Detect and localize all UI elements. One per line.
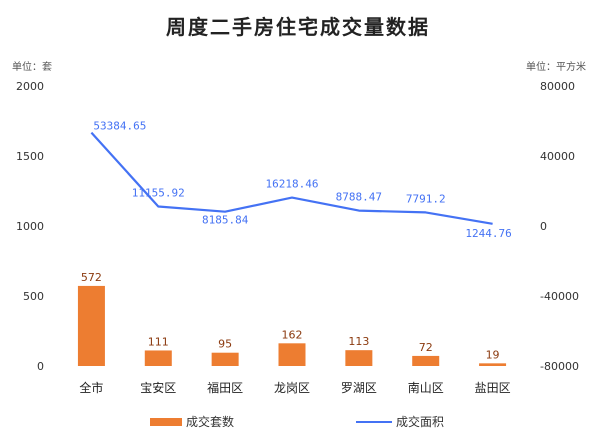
bar [278,343,306,366]
line-series [90,131,493,225]
right-tick-label: 0 [540,220,547,233]
bar-value-label: 95 [218,338,232,351]
right-tick-label: 80000 [540,80,575,93]
bar-value-label: 572 [81,271,102,284]
category-label: 罗湖区 [341,380,377,395]
bar-series [77,285,507,366]
bar-value-label: 19 [486,348,500,361]
bar [479,363,507,366]
line-value-label: 8185.84 [202,214,249,227]
line-path [90,131,493,225]
category-label: 盐田区 [475,381,511,395]
chart-title: 周度二手房住宅成交量数据 [166,15,430,39]
right-tick-label: -80000 [540,360,579,373]
bar-value-label: 113 [348,335,369,348]
line-value-label: 53384.65 [93,120,146,133]
bar [412,355,440,366]
left-tick-label: 500 [23,290,44,303]
category-label: 福田区 [207,380,243,395]
right-axis-ticks: -80000 -40000 0 40000 80000 [540,80,579,373]
category-label: 宝安区 [140,380,176,395]
left-tick-label: 1000 [16,220,44,233]
bar-value-label: 111 [148,335,169,348]
legend-line-label: 成交面积 [396,414,444,429]
line-value-label: 11155.92 [132,186,185,199]
bar [77,285,105,366]
legend: 成交套数 成交面积 [150,414,444,429]
right-tick-label: 40000 [540,150,575,163]
category-label: 龙岗区 [274,381,310,395]
bar [345,350,373,366]
left-tick-label: 2000 [16,80,44,93]
bar-value-label: 72 [419,341,433,354]
category-label: 南山区 [408,380,444,395]
left-axis-unit: 单位：套 [12,60,52,73]
bar [211,352,239,366]
right-tick-label: -40000 [540,290,579,303]
legend-bar-label: 成交套数 [186,414,234,429]
legend-bar-swatch [150,418,182,426]
left-tick-label: 0 [37,360,44,373]
category-label: 全市 [79,380,103,395]
line-value-label: 1244.76 [465,227,511,240]
x-axis-category-labels: 全市 宝安区 福田区 龙岗区 罗湖区 南山区 盐田区 [79,380,510,395]
line-value-label: 8788.47 [336,191,382,204]
bar-data-labels: 572 111 95 162 113 72 19 [81,271,500,361]
line-data-labels: 53384.65 11155.92 8185.84 16218.46 8788.47 77… [93,120,511,240]
bar [144,350,172,366]
line-value-label: 16218.46 [266,178,319,191]
line-value-label: 7791.2 [406,192,446,205]
left-axis-ticks: 0 500 1000 1500 2000 [16,80,44,373]
bar-value-label: 162 [282,328,303,341]
right-axis-unit: 单位：平方米 [526,60,586,73]
left-tick-label: 1500 [16,150,44,163]
